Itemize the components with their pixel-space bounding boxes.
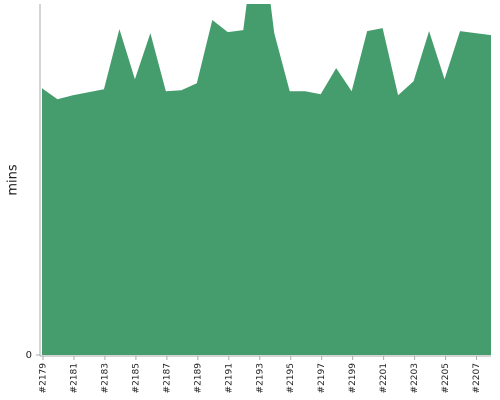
x-tick-label: #2189 [193,363,203,394]
x-tick-label: #2179 [39,363,49,394]
area [42,4,491,355]
x-tick-label: #2191 [224,363,234,393]
x-tick-label: #2207 [472,363,482,393]
y-axis-label: mins [6,164,21,196]
x-tick-label: #2203 [410,363,420,393]
x-tick-label: #2199 [348,363,358,394]
x-tick-label: #2201 [379,363,389,393]
y-tick-label: 0 [26,350,32,361]
x-tick-label: #2183 [100,363,110,393]
x-tick-label: #2197 [317,363,327,393]
x-tick-label: #2181 [69,363,79,393]
x-tick-label: #2185 [131,363,141,393]
x-tick-label: #2187 [162,363,172,393]
x-tick-label: #2205 [441,363,451,393]
x-tick-label: #2193 [255,363,265,393]
x-tick-label: #2195 [286,363,296,393]
